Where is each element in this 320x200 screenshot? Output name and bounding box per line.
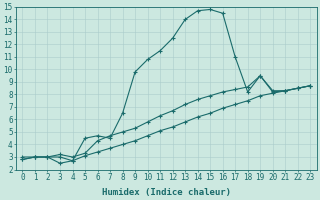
- X-axis label: Humidex (Indice chaleur): Humidex (Indice chaleur): [102, 188, 231, 197]
